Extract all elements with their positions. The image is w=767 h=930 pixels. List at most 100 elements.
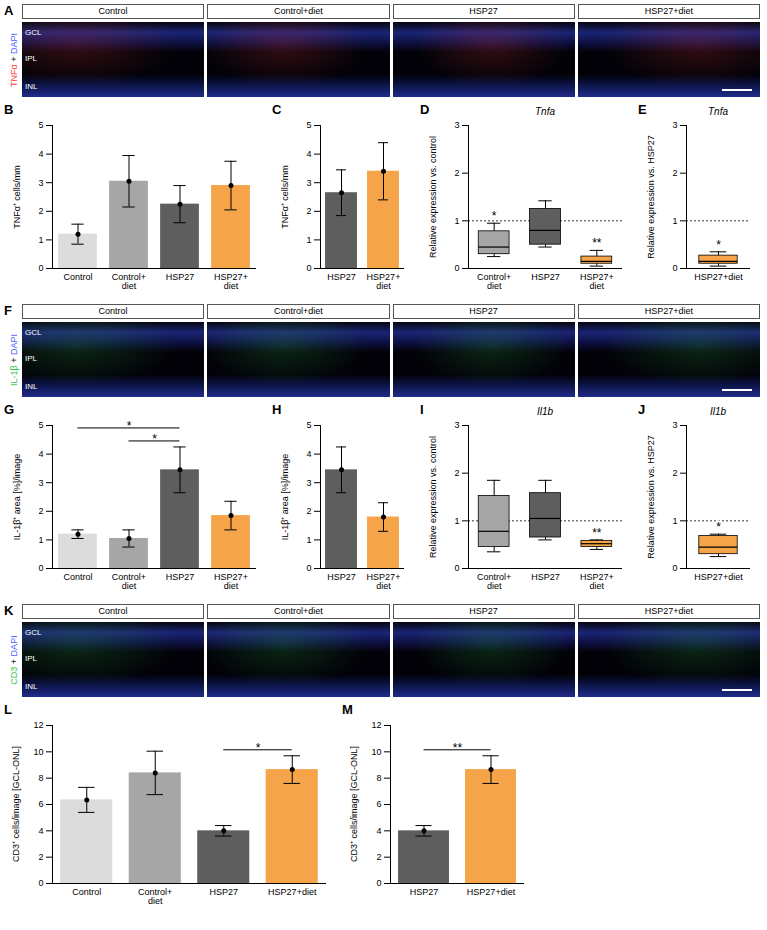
- html-text:Il1b: Il1b: [709, 406, 727, 417]
- svg-text:1: 1: [38, 535, 43, 545]
- svg-text:1: 1: [454, 516, 459, 526]
- svg-text:4: 4: [306, 149, 311, 159]
- html-text:A: A: [4, 3, 14, 18]
- svg-text:*: *: [256, 741, 261, 755]
- svg-text:3: 3: [454, 420, 459, 430]
- svg-text:HSP27+diet: HSP27+diet: [214, 572, 248, 591]
- svg-text:*: *: [127, 419, 132, 433]
- svg-text:1: 1: [672, 516, 677, 526]
- html-text:Tnfa: Tnfa: [708, 106, 728, 117]
- svg-text:3: 3: [306, 478, 311, 488]
- svg-text:HSP27+diet: HSP27+diet: [694, 272, 743, 282]
- svg-text:12: 12: [371, 720, 381, 730]
- svg-text:5: 5: [306, 420, 311, 430]
- svg-text:5: 5: [38, 120, 43, 130]
- svg-text:Control+diet: Control+diet: [112, 572, 146, 591]
- svg-text:Control: Control: [72, 887, 101, 897]
- svg-text:0: 0: [454, 563, 459, 573]
- html-text:HSP27+diet: HSP27+diet: [644, 6, 693, 16]
- svg-text:2: 2: [454, 468, 459, 478]
- svg-text:10: 10: [33, 747, 43, 757]
- svg-text:HSP27+diet: HSP27+diet: [580, 572, 614, 591]
- svg-text:0: 0: [454, 263, 459, 273]
- svg-text:2: 2: [454, 168, 459, 178]
- html-text:Il1b: Il1b: [536, 406, 554, 417]
- svg-text:*: *: [152, 432, 157, 446]
- svg-text:2: 2: [306, 506, 311, 516]
- svg-text:6: 6: [38, 799, 43, 809]
- svg-text:HSP27+diet: HSP27+diet: [268, 887, 317, 897]
- svg-text:2: 2: [38, 506, 43, 516]
- svg-text:HSP27+diet: HSP27+diet: [580, 272, 614, 291]
- svg-text:HSP27: HSP27: [531, 272, 560, 282]
- svg-text:Control+diet: Control+diet: [138, 887, 172, 906]
- svg-text:1: 1: [672, 216, 677, 226]
- svg-text:6: 6: [376, 799, 381, 809]
- html-text:Control+diet: Control+diet: [274, 6, 323, 16]
- svg-text:Control+diet: Control+diet: [477, 572, 511, 591]
- svg-text:HSP27+diet: HSP27+diet: [467, 887, 516, 897]
- svg-text:2: 2: [672, 168, 677, 178]
- svg-text:*: *: [716, 238, 721, 252]
- svg-text:2: 2: [672, 468, 677, 478]
- svg-text:3: 3: [38, 178, 43, 188]
- html-text:HSP27: HSP27: [469, 6, 498, 16]
- svg-text:HSP27: HSP27: [166, 572, 195, 582]
- svg-text:0: 0: [672, 563, 677, 573]
- svg-text:4: 4: [306, 449, 311, 459]
- svg-text:1: 1: [306, 535, 311, 545]
- svg-text:HSP27+diet: HSP27+diet: [694, 572, 743, 582]
- html-text:Control: Control: [98, 6, 128, 16]
- svg-text:**: **: [453, 741, 463, 755]
- svg-text:4: 4: [376, 826, 381, 836]
- svg-text:Control+diet: Control+diet: [112, 272, 146, 291]
- svg-text:1: 1: [306, 235, 311, 245]
- svg-text:**: **: [592, 526, 602, 540]
- svg-text:2: 2: [38, 206, 43, 216]
- html-text:M: M: [342, 702, 353, 717]
- svg-text:0: 0: [38, 878, 43, 888]
- svg-text:2: 2: [306, 206, 311, 216]
- svg-text:0: 0: [306, 563, 311, 573]
- svg-text:1: 1: [38, 235, 43, 245]
- svg-text:Control: Control: [63, 572, 92, 582]
- svg-text:2: 2: [376, 852, 381, 862]
- svg-text:Control: Control: [63, 272, 92, 282]
- svg-text:HSP27+diet: HSP27+diet: [214, 272, 248, 291]
- svg-text:0: 0: [38, 263, 43, 273]
- svg-text:8: 8: [376, 773, 381, 783]
- svg-text:Control+diet: Control+diet: [477, 272, 511, 291]
- svg-text:10: 10: [371, 747, 381, 757]
- svg-text:2: 2: [38, 852, 43, 862]
- svg-text:HSP27: HSP27: [531, 572, 560, 582]
- svg-text:4: 4: [38, 826, 43, 836]
- html-text:Tnfa: Tnfa: [535, 106, 555, 117]
- svg-text:1: 1: [454, 216, 459, 226]
- svg-text:3: 3: [454, 120, 459, 130]
- svg-text:4: 4: [38, 449, 43, 459]
- svg-text:0: 0: [672, 263, 677, 273]
- svg-text:*: *: [716, 520, 721, 534]
- svg-text:HSP27: HSP27: [410, 887, 439, 897]
- svg-text:HSP27: HSP27: [209, 887, 238, 897]
- svg-text:0: 0: [376, 878, 381, 888]
- svg-text:HSP27+diet: HSP27+diet: [367, 572, 401, 591]
- svg-text:0: 0: [306, 263, 311, 273]
- svg-text:5: 5: [38, 420, 43, 430]
- svg-text:3: 3: [38, 478, 43, 488]
- svg-text:HSP27: HSP27: [327, 272, 356, 282]
- svg-text:5: 5: [306, 120, 311, 130]
- svg-text:3: 3: [672, 120, 677, 130]
- html-text:G: G: [4, 402, 15, 417]
- svg-text:**: **: [592, 236, 602, 250]
- svg-text:HSP27+diet: HSP27+diet: [367, 272, 401, 291]
- svg-text:0: 0: [38, 563, 43, 573]
- svg-text:3: 3: [672, 420, 677, 430]
- svg-text:3: 3: [306, 178, 311, 188]
- svg-text:HSP27: HSP27: [166, 272, 195, 282]
- svg-text:8: 8: [38, 773, 43, 783]
- svg-text:12: 12: [33, 720, 43, 730]
- svg-text:HSP27: HSP27: [327, 572, 356, 582]
- svg-text:4: 4: [38, 149, 43, 159]
- svg-text:*: *: [492, 209, 497, 223]
